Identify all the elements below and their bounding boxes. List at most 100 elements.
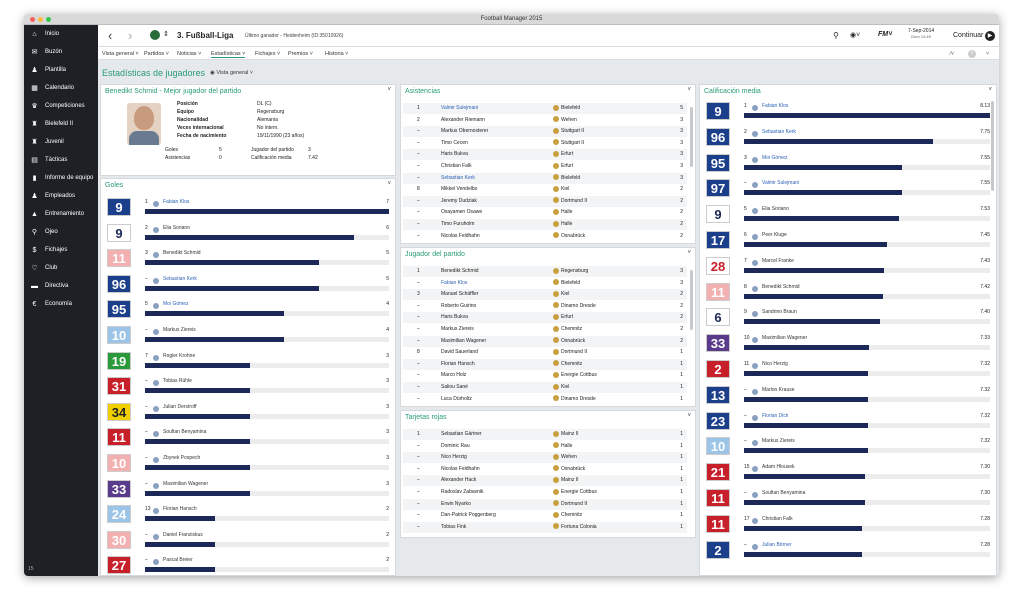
- club-cell[interactable]: Bielefeld: [553, 173, 580, 184]
- club-cell[interactable]: Kiel: [553, 289, 569, 300]
- more-chevron-icon[interactable]: ˅: [986, 51, 990, 57]
- sidebar-item-13[interactable]: $ Fichajes: [24, 241, 98, 259]
- ranking-row[interactable]: 9 5 Elia Soriano 7.53: [700, 202, 996, 228]
- player-name[interactable]: Nicolas Feldhahn: [441, 232, 480, 239]
- table-row[interactable]: – Timo Furuholm Halle 2: [403, 219, 687, 230]
- menu-item-2[interactable]: Partidos ˅: [144, 51, 169, 57]
- ranking-row[interactable]: 10 – Markus Ziereis 7.32: [700, 434, 996, 460]
- player-name[interactable]: Elia Soriano: [163, 224, 190, 231]
- club-cell[interactable]: Erfurt: [553, 149, 573, 160]
- player-name[interactable]: Florian Hansch: [441, 360, 475, 367]
- player-name[interactable]: Nico Herzig: [762, 361, 788, 367]
- ranking-row[interactable]: 19 7 Rogier Krohne 3: [101, 349, 395, 375]
- player-name[interactable]: Jeremy Dudziak: [441, 197, 477, 204]
- player-name[interactable]: Osayamen Osawe: [441, 209, 483, 216]
- player-name[interactable]: Sandrino Braun: [762, 309, 797, 316]
- player-name[interactable]: Timo Furuholm: [441, 221, 475, 227]
- table-row[interactable]: 8 Mikkel Vendelbo Kiel 2: [403, 184, 687, 195]
- menu-item-4[interactable]: Estadísticas ˅: [211, 51, 246, 58]
- player-name[interactable]: Fabian Klos: [762, 103, 789, 109]
- sidebar-item-3[interactable]: ♟ Plantilla: [24, 61, 98, 79]
- player-name[interactable]: Benedikt Schmid: [441, 268, 479, 274]
- sidebar-item-14[interactable]: ♡ Club: [24, 259, 98, 277]
- table-row[interactable]: – Radoslav Zabavnik Energie Cottbus 1: [403, 487, 687, 498]
- table-row[interactable]: – Dominic Rau Halle 1: [403, 441, 687, 452]
- player-name[interactable]: Dan-Patrick Poggenberg: [441, 512, 496, 519]
- player-name[interactable]: Manuel Schäffler: [441, 291, 479, 298]
- player-name[interactable]: Moi Gómez: [163, 301, 189, 308]
- club-cell[interactable]: Halle: [553, 441, 572, 452]
- sidebar-item-7[interactable]: ♜ Juvenil: [24, 133, 98, 151]
- table-row[interactable]: 1 Valmir Sulejmani Bielefeld 5: [403, 103, 687, 114]
- ranking-row[interactable]: 33 10 Maximilian Wagener 7.33: [700, 331, 996, 357]
- sidebar-item-6[interactable]: ♜ Bielefeld II: [24, 115, 98, 133]
- sidebar-item-9[interactable]: ▮ Informe de equipo: [24, 169, 98, 187]
- ranking-row[interactable]: 10 – Markus Ziereis 4: [101, 323, 395, 349]
- ranking-row[interactable]: 11 – Soufian Benyamina 7.30: [700, 486, 996, 512]
- player-name[interactable]: Sebastian Kerk: [762, 128, 796, 135]
- ranking-row[interactable]: 96 – Sebastian Kerk 5: [101, 272, 395, 298]
- table-row[interactable]: – Dan-Patrick Poggenberg Chemnitz 1: [403, 510, 687, 521]
- table-row[interactable]: 1 Benedikt Schmid Regensburg 3: [403, 266, 687, 277]
- ranking-row[interactable]: 24 13 Florian Hansch 2: [101, 502, 395, 528]
- player-name[interactable]: Christian Falk: [441, 163, 472, 169]
- assists-scrollbar[interactable]: [690, 107, 693, 167]
- player-name[interactable]: Tobias Rühle: [163, 378, 192, 385]
- player-name[interactable]: Maximilian Wagener: [163, 480, 209, 487]
- continue-button[interactable]: Continuar ▶: [947, 29, 997, 43]
- chevron-down-icon[interactable]: ˅: [687, 413, 691, 419]
- sidebar-item-16[interactable]: € Economía: [24, 295, 98, 313]
- club-cell[interactable]: Chemnitz: [553, 359, 582, 370]
- club-cell[interactable]: Energie Cottbus: [553, 370, 597, 381]
- ranking-row[interactable]: 9 1 Fabian Klos 8.13: [700, 99, 996, 125]
- minimize-window-button[interactable]: [38, 17, 43, 22]
- player-name[interactable]: Nicolas Feldhahn: [441, 465, 480, 472]
- menu-item-6[interactable]: Premios ˅: [288, 51, 313, 57]
- table-row[interactable]: – Fabian Klos Bielefeld 3: [403, 278, 687, 289]
- table-row[interactable]: – Erwin Nyarko Dortmund II 1: [403, 498, 687, 510]
- ranking-row[interactable]: 17 6 Peer Kluge 7.45: [700, 228, 996, 254]
- club-cell[interactable]: Energie Cottbus: [553, 487, 597, 498]
- club-cell[interactable]: Mainz II: [553, 429, 579, 440]
- table-row[interactable]: – Osayamen Osawe Halle 2: [403, 207, 687, 218]
- ranking-row[interactable]: 10 – Zbynek Pospech 3: [101, 451, 395, 477]
- player-name[interactable]: Adam Hlousek: [762, 464, 795, 471]
- search-icon[interactable]: ⚲: [833, 31, 839, 40]
- club-cell[interactable]: Chemnitz: [553, 510, 582, 521]
- player-name[interactable]: Sebastian Kerk: [441, 174, 475, 181]
- menu-item-5[interactable]: Fichajes ˅: [255, 51, 280, 57]
- table-row[interactable]: – Saliou Sané Kiel 1: [403, 382, 687, 393]
- player-name[interactable]: Soufian Benyamina: [163, 429, 207, 436]
- club-cell[interactable]: Bielefeld: [553, 103, 580, 114]
- club-cell[interactable]: Mainz II: [553, 475, 579, 486]
- table-row[interactable]: – Christian Falk Erfurt 3: [403, 161, 687, 172]
- club-cell[interactable]: Osnabrück: [553, 464, 585, 475]
- club-cell[interactable]: Regensburg: [553, 266, 588, 277]
- sidebar-item-15[interactable]: ▬ Directiva: [24, 277, 98, 295]
- chevron-down-icon[interactable]: ˅: [387, 181, 391, 187]
- club-cell[interactable]: Halle: [553, 207, 572, 218]
- table-row[interactable]: 2 Alexander Riemann Wehen 3: [403, 115, 687, 126]
- back-arrow-icon[interactable]: ‹: [108, 28, 113, 43]
- table-row[interactable]: 3 Manuel Schäffler Kiel 2: [403, 289, 687, 301]
- table-row[interactable]: – Markus Ziereis Chemnitz 2: [403, 324, 687, 335]
- player-name[interactable]: Sebastian Gärtner: [441, 431, 482, 437]
- player-name[interactable]: Valmir Sulejmani: [762, 180, 800, 187]
- player-name[interactable]: Radoslav Zabavnik: [441, 489, 484, 495]
- player-name[interactable]: Christian Falk: [762, 515, 793, 522]
- sidebar-item-12[interactable]: ⚲ Ojeo: [24, 223, 98, 241]
- player-name[interactable]: Valmir Sulejmani: [441, 105, 479, 111]
- table-row[interactable]: – Timo Cecen Stuttgart II 3: [403, 138, 687, 149]
- player-name[interactable]: Timo Cecen: [441, 139, 468, 146]
- club-cell[interactable]: Chemnitz: [553, 324, 582, 335]
- player-name[interactable]: Elia Soriano: [762, 206, 789, 213]
- player-name[interactable]: Florian Dick: [762, 412, 789, 419]
- ranking-row[interactable]: 30 – Daniel Franziskus 2: [101, 528, 395, 554]
- player-name[interactable]: Haris Bukva: [441, 314, 468, 321]
- player-name[interactable]: Marcel Franke: [762, 257, 794, 264]
- player-name[interactable]: Pascal Breier: [163, 557, 193, 564]
- ranking-row[interactable]: 23 – Florian Dick 7.32: [700, 409, 996, 435]
- club-cell[interactable]: Dinamo Dresde: [553, 301, 596, 312]
- table-row[interactable]: – Alexander Hack Mainz II 1: [403, 475, 687, 487]
- globe-icon[interactable]: ◉˅: [850, 32, 861, 39]
